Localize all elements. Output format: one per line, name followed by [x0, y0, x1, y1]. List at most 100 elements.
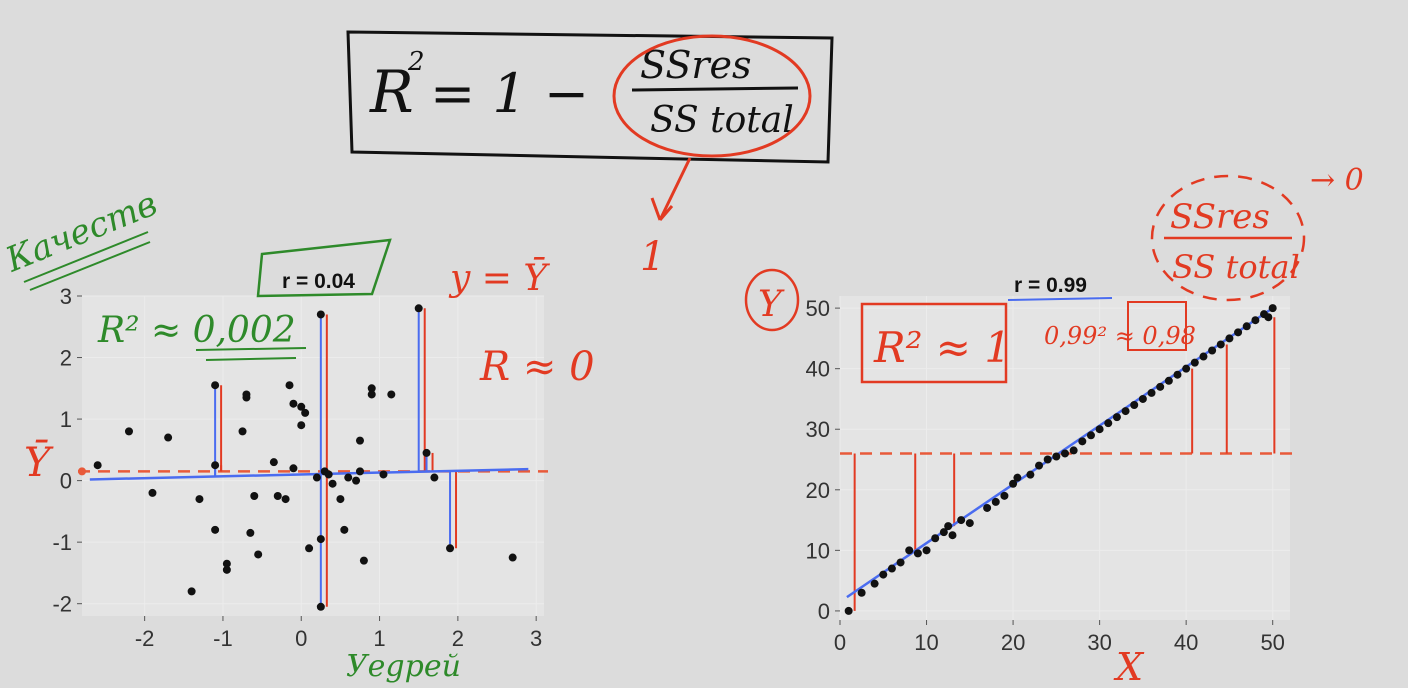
data-point	[148, 488, 157, 497]
data-point	[1182, 364, 1191, 373]
data-point	[297, 402, 306, 411]
x-tick-label: 2	[452, 626, 464, 651]
data-point	[328, 479, 337, 488]
data-point	[367, 384, 376, 393]
data-point	[285, 381, 294, 390]
title-highlight-box	[256, 238, 392, 298]
data-point	[1013, 473, 1022, 482]
y-tick-label: 40	[806, 357, 830, 382]
data-point	[242, 390, 251, 399]
data-point	[124, 427, 133, 436]
data-point	[305, 544, 314, 553]
y-tick-label: 0	[60, 469, 72, 494]
data-point	[316, 535, 325, 544]
data-point	[1173, 370, 1182, 379]
x-label: X	[1113, 645, 1145, 688]
data-point	[222, 559, 231, 568]
data-point	[1199, 352, 1208, 361]
data-point	[1043, 455, 1052, 464]
data-point	[1251, 316, 1260, 325]
data-point	[1061, 449, 1069, 458]
x-tick-label: 10	[914, 630, 938, 655]
data-point	[983, 503, 992, 512]
x-tick-label: 1	[373, 626, 385, 651]
data-point	[948, 531, 957, 540]
data-point	[316, 602, 325, 611]
x-tick-label: 40	[1174, 630, 1198, 655]
y-tick-label: 10	[806, 538, 830, 563]
data-point	[1000, 491, 1009, 500]
y-tick-label: 20	[806, 478, 830, 503]
y-tick-label: -1	[52, 530, 72, 555]
data-point	[414, 304, 423, 313]
bottom-word: Уegрей	[346, 649, 461, 684]
y-tick-label: 1	[60, 407, 72, 432]
data-point	[301, 408, 310, 417]
data-point	[281, 495, 290, 504]
data-point	[1130, 401, 1139, 410]
ratio-dashed-circle	[1150, 174, 1306, 302]
data-point	[336, 495, 345, 504]
formula-sup: 2	[407, 47, 425, 77]
left-ticks: -2 -1 0 1 2 3 -2 -1 0 1 2 3	[52, 284, 542, 651]
data-point	[1086, 431, 1095, 440]
data-point	[1121, 407, 1130, 416]
title-underline	[1007, 297, 1113, 301]
data-point	[1104, 419, 1113, 428]
data-point	[879, 570, 888, 579]
data-point	[939, 528, 948, 537]
x-tick-label: 20	[1001, 630, 1025, 655]
data-point	[922, 546, 931, 555]
formula-denominator: SS total	[650, 100, 794, 141]
right-chart: 0 10 20 30 40 50 0 10 20 30 40 50 r = 0.99	[806, 274, 1294, 655]
formula-numerator: SSres	[640, 43, 752, 87]
y-tick-label: 0	[818, 599, 830, 624]
data-point	[422, 448, 431, 457]
data-point	[1095, 425, 1104, 434]
data-point	[1069, 446, 1078, 455]
y-tick-label: -2	[52, 592, 72, 617]
data-point	[289, 464, 298, 473]
ratio-denominator: SS total	[1172, 248, 1300, 286]
data-point	[1147, 388, 1156, 397]
data-point	[195, 495, 204, 504]
data-point	[944, 522, 953, 531]
data-point	[324, 470, 333, 479]
calc-box	[1127, 301, 1187, 351]
data-point	[887, 564, 896, 573]
x-tick-label: 0	[834, 630, 846, 655]
r2-underline-2	[205, 357, 297, 361]
right-annotations: Y R² ≈ 1 0,99² ≈ 0,98 SSres SS total → 0…	[744, 163, 1364, 688]
x-tick-label: -2	[135, 626, 155, 651]
data-point	[870, 579, 879, 588]
data-point	[1078, 437, 1087, 446]
to-zero: → 0	[1310, 163, 1364, 198]
r2-right: R² ≈ 1	[873, 323, 1011, 372]
right-marks	[840, 304, 1294, 615]
data-point	[1112, 413, 1121, 422]
y-tick-label: 50	[806, 296, 830, 321]
data-point	[1052, 452, 1061, 461]
x-tick-label: 50	[1260, 630, 1284, 655]
data-point	[289, 399, 298, 408]
data-point	[965, 519, 974, 528]
calc-text: 0,99² ≈ 0,98	[1044, 322, 1196, 350]
data-point	[187, 587, 196, 596]
formula-eq: = 1 −	[430, 62, 589, 125]
data-point	[269, 458, 278, 467]
formula-frame	[346, 30, 834, 164]
data-point	[387, 390, 396, 399]
fraction-circle	[612, 34, 812, 158]
data-point	[508, 553, 517, 562]
right-chart-title: r = 0.99	[1014, 274, 1087, 297]
side-word-underline-2	[29, 241, 151, 291]
formula-box: R 2 = 1 − SSres SS total 1	[346, 30, 834, 280]
data-point	[991, 497, 1000, 506]
data-point	[340, 525, 349, 534]
fit-line	[89, 467, 529, 481]
data-point	[905, 546, 914, 555]
data-point	[359, 556, 368, 565]
data-point	[857, 588, 866, 597]
y-circle	[744, 268, 800, 332]
x-tick-label: -1	[213, 626, 233, 651]
